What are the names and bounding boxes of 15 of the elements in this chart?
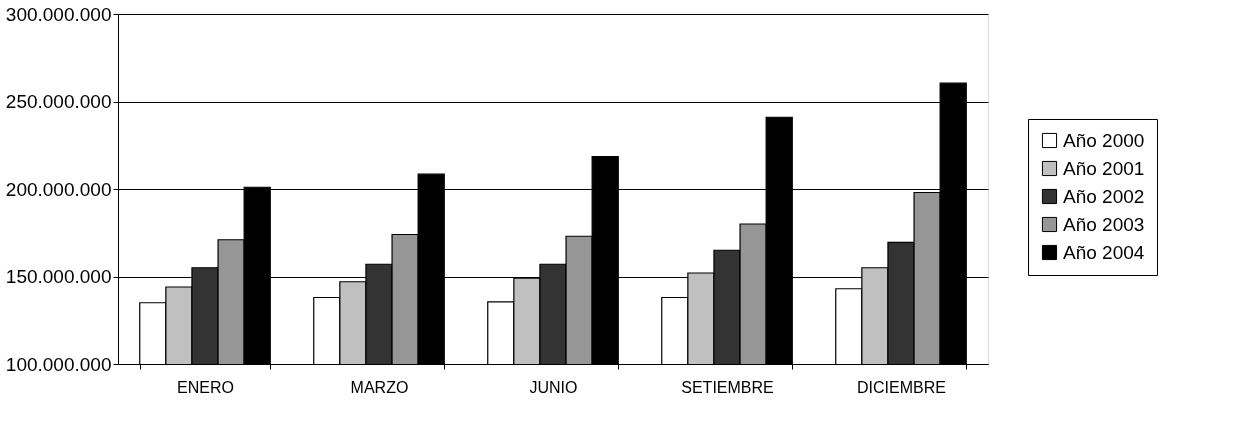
y-tick-label: 300.000.000 (5, 3, 112, 25)
x-tick-label: SETIEMBRE (681, 378, 774, 396)
x-tick-label: ENERO (177, 378, 234, 396)
x-tick-label: JUNIO (529, 378, 578, 396)
x-tick-label: MARZO (350, 378, 409, 396)
y-tick-label: 150.000.000 (5, 266, 112, 287)
legend-label: Año 2001 (1063, 157, 1145, 179)
y-tick-label: 100.000.000 (5, 353, 112, 375)
legend-label: Año 2000 (1063, 129, 1145, 151)
legend-label: Año 2002 (1063, 185, 1145, 207)
legend-label: Año 2003 (1063, 213, 1145, 235)
legend-label: Año 2004 (1063, 241, 1145, 263)
y-tick-label: 200.000.000 (5, 178, 112, 200)
x-tick-label: DICIEMBRE (857, 378, 946, 396)
y-tick-label: 250.000.000 (5, 91, 112, 112)
